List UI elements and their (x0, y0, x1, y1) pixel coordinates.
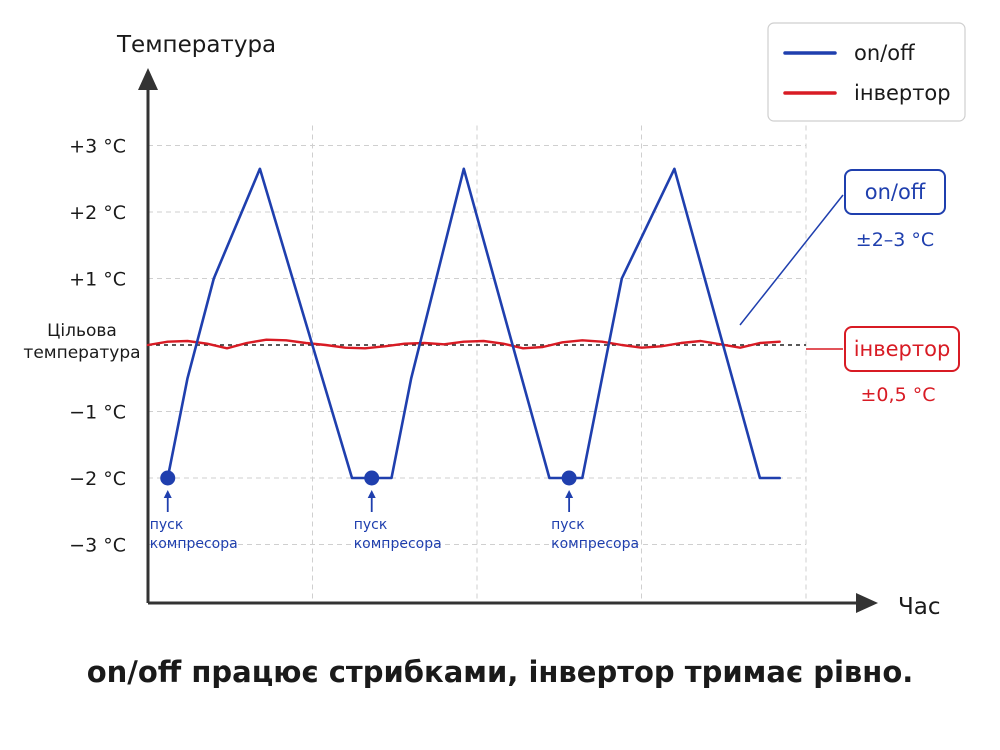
y-tick-label: +1 °C (69, 269, 126, 291)
y-tick-label: −1 °C (69, 402, 126, 424)
compressor-start-label: пуск (551, 517, 585, 533)
annotation-box (844, 326, 960, 372)
compressor-start-label: компресора (551, 536, 639, 552)
x-axis-title: Час (898, 594, 941, 620)
y-tick-labels: +3 °C +2 °C +1 °C −1 °C −2 °C −3 °C (69, 136, 126, 557)
compressor-start-point (364, 470, 380, 486)
compressor-start-label: пуск (150, 517, 184, 533)
compressor-start-label: компресора (354, 536, 442, 552)
annotation-range: ±0,5 °C (861, 384, 936, 406)
series-line (166, 167, 782, 480)
y-axis-title: Температура (116, 32, 276, 58)
annotation-box (844, 169, 946, 215)
legend-entry: on/off (854, 41, 915, 65)
legend-box (767, 22, 966, 122)
compressor-start-arrowhead (163, 490, 172, 498)
series-layer (146, 167, 782, 480)
compressor-starts: пуск компресора пуск компресора пуск компресо… (150, 470, 639, 552)
series-line (146, 338, 781, 350)
annotation-box-label: on/off (865, 180, 926, 204)
target-temperature-label: Цільова (47, 321, 117, 341)
legend: on/off інвертор (767, 22, 966, 122)
y-tick-label: −3 °C (69, 535, 126, 557)
y-tick-label: +3 °C (69, 136, 126, 158)
compressor-start-arrowhead (367, 490, 376, 498)
y-tick-label: −2 °C (69, 468, 126, 490)
x-axis-arrow (856, 593, 878, 613)
chart: +3 °C +2 °C +1 °C −1 °C −2 °C −3 °C Цільовате… (23, 22, 966, 620)
compressor-start-point (561, 470, 577, 486)
annotation-leader-line (739, 194, 844, 326)
annotation-range: ±2–3 °C (856, 229, 934, 251)
target-temperature-label: температура (23, 343, 140, 363)
compressor-start-point (160, 470, 176, 486)
y-axis-arrow (138, 68, 158, 90)
legend-entry: інвертор (854, 81, 951, 105)
compressor-start-label: пуск (354, 517, 388, 533)
chart-caption: on/off працює стрибками, інвертор тримає… (86, 655, 914, 689)
annotations: on/off ±2–3 °C інвертор ±0,5 °C (739, 169, 960, 406)
compressor-start-arrowhead (565, 490, 574, 498)
annotation-box-label: інвертор (854, 337, 951, 361)
axes: Температура Час (116, 32, 941, 620)
compressor-start-label: компресора (150, 536, 238, 552)
y-tick-label: +2 °C (69, 202, 126, 224)
